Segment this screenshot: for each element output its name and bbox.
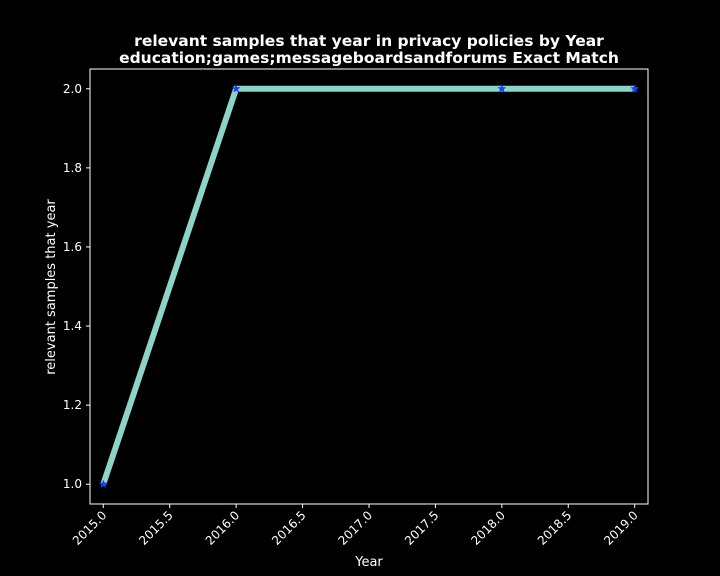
- chart-title-line1: relevant samples that year in privacy po…: [134, 32, 604, 50]
- y-axis-label: relevant samples that year: [44, 199, 59, 375]
- data-point-star-icon: [231, 84, 241, 93]
- series-line: [100, 85, 635, 486]
- data-point-star-icon: [98, 479, 108, 489]
- x-axis-label: Year: [354, 555, 383, 570]
- plot-area: [98, 84, 640, 489]
- chart-title-line2: education;games;messageboardsandforums E…: [119, 49, 619, 67]
- data-point-star-icon: [630, 84, 640, 93]
- y-tick-label: 1.8: [63, 161, 82, 175]
- data-point-star-icon: [497, 84, 507, 93]
- y-tick-label: 1.4: [63, 319, 82, 333]
- y-tick-label: 1.6: [63, 240, 82, 254]
- y-axis-ticks: 1.0 1.2 1.4 1.6 1.8 2.0: [63, 82, 90, 491]
- y-tick-label: 2.0: [63, 82, 82, 96]
- y-tick-label: 1.2: [63, 398, 82, 412]
- y-tick-label: 1.0: [63, 477, 82, 491]
